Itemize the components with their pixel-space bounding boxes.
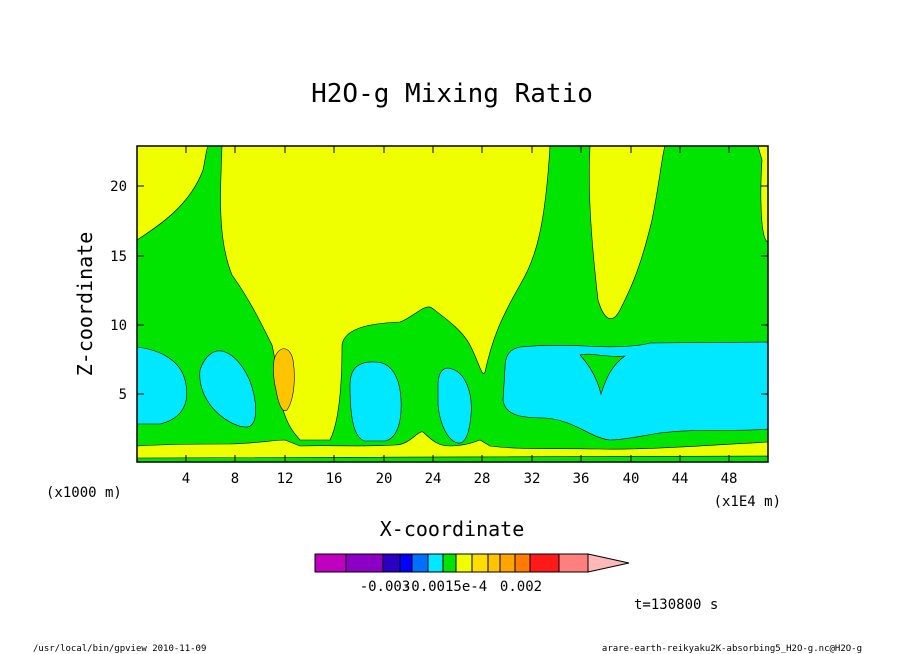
x-tick-label: 44 xyxy=(672,471,689,487)
contour-field xyxy=(137,146,768,462)
colorbar-segment xyxy=(427,553,444,573)
y-tick-labels: 5 10 15 20 xyxy=(110,179,127,403)
colorbar-segment xyxy=(382,553,401,573)
x-tick-label: 16 xyxy=(326,471,343,487)
colorbar-segment xyxy=(558,553,589,573)
x-tick-label: 48 xyxy=(721,471,738,487)
x-tick-label: 20 xyxy=(376,471,393,487)
colorbar-label: -0.0015e-4 xyxy=(403,579,487,595)
x-tick-labels: 4 8 12 16 20 24 28 32 36 40 44 48 xyxy=(182,471,738,487)
x-tick-label: 32 xyxy=(524,471,541,487)
colorbar-segment xyxy=(514,553,531,573)
colorbar-segment xyxy=(399,553,413,573)
x-scale-note: (x1E4 m) xyxy=(714,494,781,510)
colorbar-segment xyxy=(455,553,473,573)
x-tick-label: 8 xyxy=(231,471,239,487)
colorbar-segment xyxy=(487,553,501,573)
cyan-blob-4 xyxy=(437,367,472,444)
colorbar-label: 0.002 xyxy=(500,579,542,595)
green-notch-in-cyan xyxy=(579,353,627,396)
y-axis-title: Z-coordinate xyxy=(73,232,97,377)
colorbar xyxy=(314,553,630,573)
x-tick-label: 36 xyxy=(573,471,590,487)
green-thin-bottom xyxy=(137,455,768,462)
colorbar-extension-arrow xyxy=(587,553,630,573)
colorbar-segment xyxy=(529,553,560,573)
y-tick-label: 5 xyxy=(119,387,127,403)
y-tick-label: 15 xyxy=(110,249,127,265)
x-tick-label: 4 xyxy=(182,471,190,487)
x-tick-label: 40 xyxy=(623,471,640,487)
colorbar-segment xyxy=(499,553,516,573)
x-tick-label: 12 xyxy=(277,471,294,487)
x-axis-title: X-coordinate xyxy=(380,517,525,541)
cyan-blob-3 xyxy=(349,361,402,442)
x-unit-label: (x1000 m) xyxy=(46,485,122,501)
plot-frame xyxy=(136,145,769,463)
colorbar-segment xyxy=(411,553,429,573)
y-tick-label: 20 xyxy=(110,179,127,195)
colorbar-segment xyxy=(345,553,384,573)
colorbar-segment xyxy=(471,553,489,573)
cyan-blob-1 xyxy=(137,346,188,425)
colorbar-segment xyxy=(442,553,457,573)
colorbar-segment xyxy=(314,553,347,573)
chart-title: H2O-g Mixing Ratio xyxy=(311,79,593,109)
y-tick-label: 10 xyxy=(110,318,127,334)
footer-left: /usr/local/bin/gpview 2010-11-09 xyxy=(33,644,206,654)
orange-blob xyxy=(273,348,295,412)
cyan-blob-5 xyxy=(502,341,768,441)
colorbar-label: -0.003 xyxy=(360,579,411,595)
yellow-bottom-band xyxy=(137,431,768,462)
colorbar-labels: -0.003 -0.0015e-4 0.002 xyxy=(360,579,542,595)
footer-right: arare-earth-reikyaku2K-absorbing5_H2O-g.… xyxy=(602,644,862,654)
cyan-blob-2 xyxy=(199,350,256,428)
plot-ticks xyxy=(137,146,768,462)
x-tick-label: 24 xyxy=(425,471,442,487)
time-label: t=130800 s xyxy=(634,597,718,613)
x-tick-label: 28 xyxy=(474,471,491,487)
